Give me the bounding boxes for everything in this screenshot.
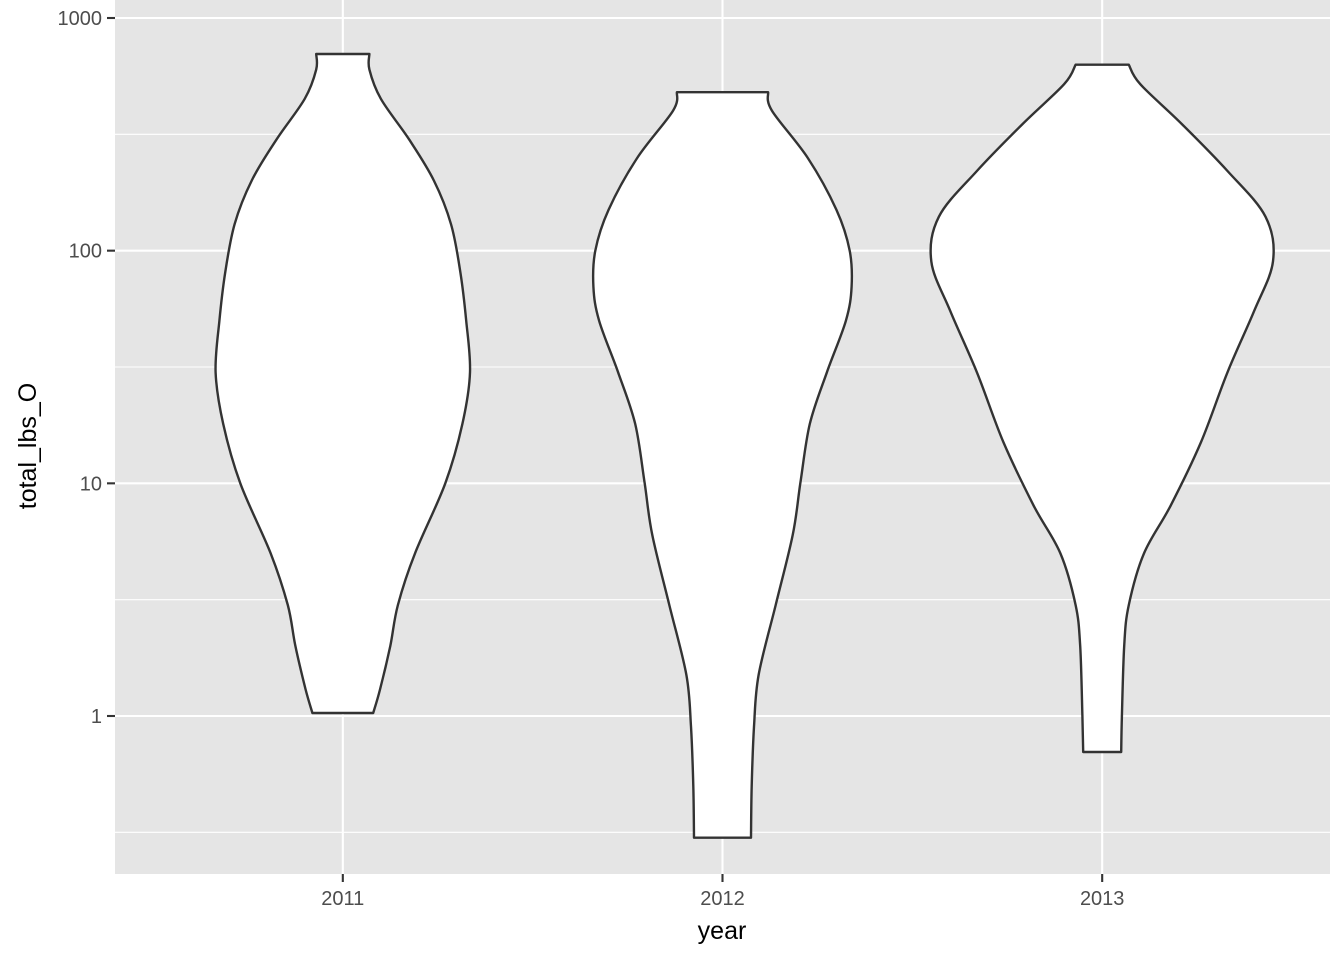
y-axis-title: total_lbs_O xyxy=(14,383,42,509)
violin-2012 xyxy=(591,91,854,839)
x-axis-title: year xyxy=(698,917,747,945)
x-tick-label-2011: 2011 xyxy=(321,888,364,910)
y-tick-label-1000: 1000 xyxy=(58,8,103,30)
y-tick-label-1: 1 xyxy=(91,706,102,728)
violin-2011 xyxy=(214,52,472,715)
violin-2013 xyxy=(929,63,1275,754)
x-tick-label-2012: 2012 xyxy=(700,888,745,910)
violins xyxy=(214,52,1275,839)
axes: 1000 100 10 1 2011 2012 2013 xyxy=(58,8,1125,910)
x-tick-label-2013: 2013 xyxy=(1080,888,1125,910)
y-tick-label-10: 10 xyxy=(80,473,102,495)
y-tick-label-100: 100 xyxy=(69,241,102,263)
